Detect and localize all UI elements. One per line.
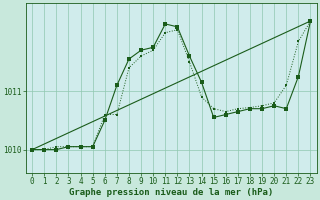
X-axis label: Graphe pression niveau de la mer (hPa): Graphe pression niveau de la mer (hPa) — [69, 188, 274, 197]
